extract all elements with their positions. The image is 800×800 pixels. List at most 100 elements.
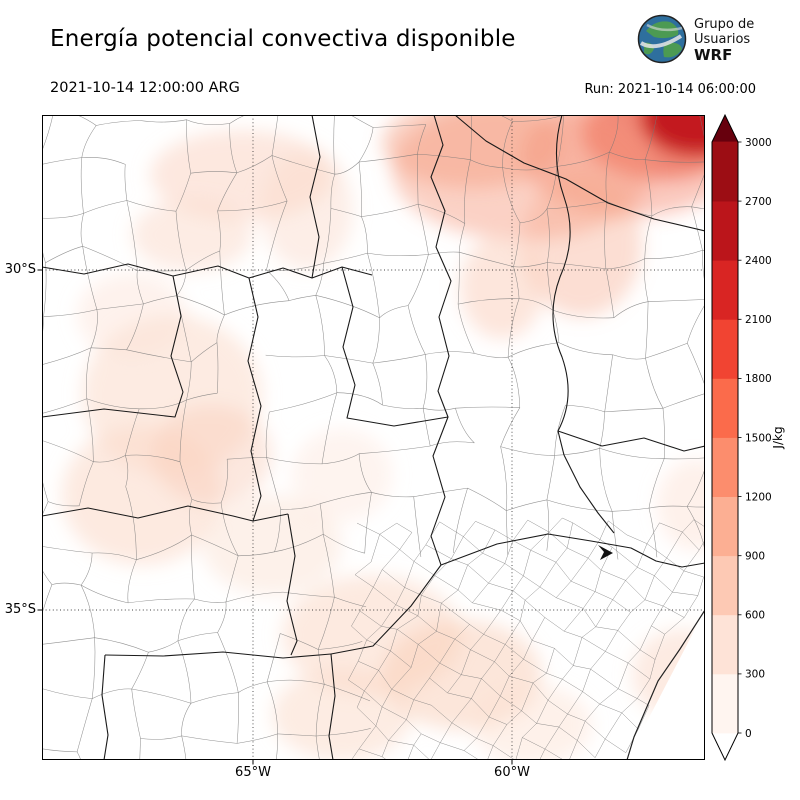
boundary-line bbox=[590, 668, 619, 690]
boundary-line bbox=[558, 713, 568, 728]
boundary-line bbox=[139, 784, 187, 786]
boundary-line bbox=[406, 719, 422, 734]
boundary-line bbox=[599, 448, 665, 459]
boundary-line bbox=[124, 164, 128, 201]
boundary-line bbox=[441, 589, 459, 604]
colorbar-segment bbox=[712, 318, 738, 379]
boundary-line bbox=[649, 659, 656, 680]
boundary-line bbox=[471, 678, 482, 699]
boundary-line bbox=[519, 208, 548, 223]
boundary-line bbox=[644, 250, 703, 259]
boundary-line bbox=[558, 726, 578, 741]
page-title: Energía potencial convectiva disponible bbox=[50, 26, 516, 52]
wrf-logo: Grupo de Usuarios WRF bbox=[636, 13, 800, 71]
boundary-line bbox=[282, 591, 335, 598]
boundary-line bbox=[429, 677, 448, 694]
boundary-line bbox=[42, 157, 82, 165]
boundary-line bbox=[625, 567, 638, 581]
boundary-line bbox=[274, 509, 281, 552]
boundary-line bbox=[375, 706, 383, 726]
boundary-line bbox=[220, 459, 229, 504]
boundary-line bbox=[358, 748, 383, 757]
boundary-line bbox=[315, 735, 320, 760]
boundary-line bbox=[648, 458, 665, 509]
boundary-line bbox=[506, 710, 522, 725]
boundary-line bbox=[500, 676, 510, 697]
boundary-line bbox=[601, 569, 626, 581]
boundary-line bbox=[359, 445, 431, 454]
globe-land-east bbox=[663, 42, 682, 58]
boundary-line bbox=[546, 672, 563, 680]
boundary-line bbox=[638, 705, 650, 730]
boundary-line bbox=[434, 575, 459, 591]
department-boundaries bbox=[42, 115, 705, 786]
boundary-line bbox=[464, 159, 471, 224]
boundary-line bbox=[181, 703, 192, 736]
boundary-line bbox=[351, 748, 360, 760]
boundary-line bbox=[430, 742, 441, 760]
boundary-line bbox=[488, 582, 514, 592]
boundary-line bbox=[554, 448, 600, 456]
boundary-line bbox=[42, 501, 49, 517]
boundary-line bbox=[407, 745, 414, 760]
boundary-line bbox=[472, 582, 489, 603]
boundary-line bbox=[277, 733, 317, 737]
boundary-line bbox=[644, 159, 653, 217]
boundary-line bbox=[350, 115, 374, 128]
boundary-line bbox=[683, 549, 700, 572]
boundary-line bbox=[413, 561, 435, 576]
boundary-line bbox=[317, 649, 325, 685]
boundary-line bbox=[461, 674, 482, 679]
boundary-line bbox=[570, 580, 596, 592]
boundary-line bbox=[413, 487, 468, 497]
boundary-line bbox=[463, 521, 476, 537]
boundary-line bbox=[519, 620, 533, 641]
boundary-line bbox=[546, 455, 555, 500]
boundary-line bbox=[604, 354, 613, 412]
boundary-line bbox=[413, 496, 422, 557]
boundary-line bbox=[351, 610, 361, 627]
boundary-line bbox=[217, 200, 288, 212]
boundary-line bbox=[530, 531, 550, 551]
boundary-line bbox=[128, 598, 195, 604]
boundary-line bbox=[388, 719, 407, 741]
boundary-line bbox=[451, 536, 464, 559]
boundary-line bbox=[588, 557, 602, 571]
boundary-line bbox=[42, 398, 87, 414]
boundary-line bbox=[482, 529, 496, 554]
boundary-line bbox=[562, 665, 574, 680]
boundary-line bbox=[378, 670, 392, 690]
boundary-line bbox=[554, 648, 574, 666]
colorbar-svg: 30002700240021001800150012009006003000J/… bbox=[711, 113, 785, 762]
colorbar-tick-label: 2100 bbox=[745, 314, 772, 326]
boundary-line bbox=[447, 674, 462, 694]
boundary-line bbox=[217, 632, 239, 693]
boundary-line bbox=[605, 268, 615, 318]
boundary-line bbox=[472, 602, 501, 611]
boundary-line bbox=[570, 557, 589, 582]
graticule bbox=[42, 115, 705, 760]
boundary-line bbox=[177, 632, 218, 642]
boundary-line bbox=[599, 688, 619, 705]
boundary-line bbox=[654, 634, 665, 660]
boundary-line bbox=[457, 564, 468, 591]
boundary-line bbox=[463, 738, 477, 751]
boundary-line bbox=[618, 688, 638, 699]
boundary-line bbox=[315, 295, 325, 356]
boundary-line bbox=[265, 411, 270, 458]
boundary-line bbox=[417, 124, 427, 155]
boundary-line bbox=[413, 544, 427, 562]
boundary-line bbox=[348, 679, 365, 692]
boundary-line bbox=[582, 669, 591, 692]
boundary-line bbox=[556, 597, 584, 609]
boundary-line bbox=[554, 405, 566, 456]
boundary-line bbox=[636, 678, 651, 699]
boundary-line bbox=[324, 355, 338, 393]
colorbar-under-arrow bbox=[712, 733, 738, 760]
boundary-line bbox=[225, 591, 284, 603]
boundary-line bbox=[530, 549, 557, 563]
boundary-line bbox=[421, 594, 442, 604]
boundary-line bbox=[471, 698, 490, 718]
boundary-line bbox=[417, 595, 422, 616]
boundary-line bbox=[672, 591, 698, 596]
